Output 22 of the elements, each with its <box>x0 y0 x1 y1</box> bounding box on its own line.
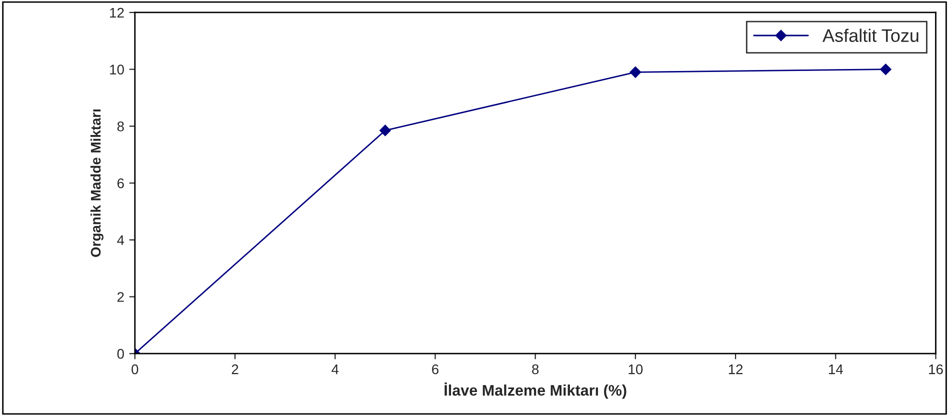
y-tick-label: 8 <box>117 122 124 132</box>
x-tick-label: 12 <box>728 364 743 374</box>
y-tick-label: 12 <box>110 8 124 18</box>
point <box>380 124 391 136</box>
y-tick-label: 10 <box>110 64 124 75</box>
x-tick-label: 6 <box>432 364 438 374</box>
point <box>880 64 892 75</box>
y-tick-label: 0 <box>117 348 124 359</box>
x-tick-label: 4 <box>332 364 339 374</box>
y-tick-label: 2 <box>117 292 124 302</box>
x-tick-label: 0 <box>132 364 138 374</box>
y-axis-title: Organik Madde Miktarı <box>90 110 104 257</box>
y-tick-label: 4 <box>117 235 124 245</box>
y-tick-label: 6 <box>117 178 124 188</box>
x-tick-label: 10 <box>628 364 643 374</box>
legend-label: Asfaltit Tozu <box>822 28 918 42</box>
x-axis-title: İlave Malzeme Miktarı (%) <box>444 382 626 399</box>
x-tick-label: 16 <box>929 364 943 374</box>
x-tick-label: 14 <box>828 364 843 374</box>
x-tick-label: 2 <box>232 364 238 374</box>
x-tick-label: 8 <box>532 364 539 374</box>
point <box>630 66 642 78</box>
